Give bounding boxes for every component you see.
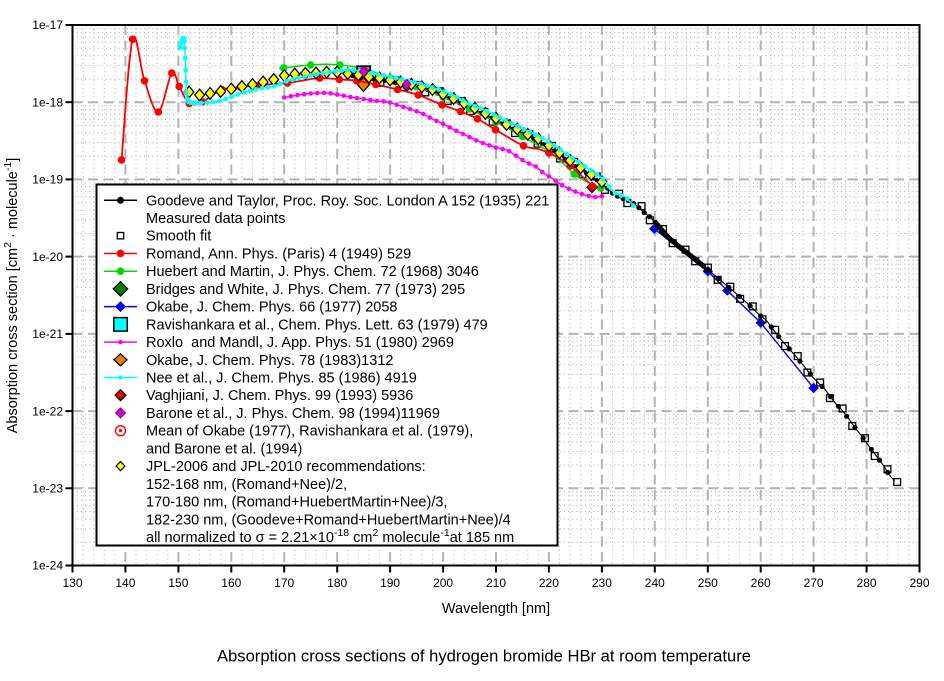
svg-text:Ravishankara et al., Chem. Phy: Ravishankara et al., Chem. Phys. Lett. 6…: [146, 317, 488, 333]
svg-text:240: 240: [645, 576, 665, 590]
svg-text:Barone et al., J. Phys. Chem.: Barone et al., J. Phys. Chem. 98 (1994)1…: [146, 406, 440, 422]
svg-text:130: 130: [62, 576, 82, 590]
svg-text:Goodeve and Taylor, Proc. Roy.: Goodeve and Taylor, Proc. Roy. Soc. Lond…: [146, 193, 549, 209]
svg-text:1e-18: 1e-18: [32, 95, 63, 109]
svg-text:190: 190: [380, 576, 400, 590]
svg-text:Okabe, J. Chem. Phys. 78 (1983: Okabe, J. Chem. Phys. 78 (1983)1312: [146, 353, 393, 369]
svg-text:Roxlo and Mandl, J. App. Phys: Roxlo and Mandl, J. App. Phys. 51 (1980)…: [146, 335, 454, 351]
svg-text:260: 260: [751, 576, 771, 590]
svg-text:152-168 nm, (Romand+Nee)/2,: 152-168 nm, (Romand+Nee)/2,: [146, 477, 347, 493]
svg-text:1e-19: 1e-19: [32, 173, 63, 187]
svg-text:and Barone et al. (1994): and Barone et al. (1994): [146, 441, 302, 457]
svg-text:Mean of Okabe (1977), Ravishan: Mean of Okabe (1977), Ravishankara et al…: [146, 424, 473, 440]
svg-text:170-180 nm, (Romand+HuebertMar: 170-180 nm, (Romand+HuebertMartin+Nee)/3…: [146, 495, 447, 511]
svg-text:250: 250: [698, 576, 718, 590]
svg-text:Wavelength [nm]: Wavelength [nm]: [442, 601, 550, 617]
svg-text:Absorption cross section [cm2: Absorption cross section [cm2 · molecule…: [2, 158, 21, 434]
svg-text:Nee et al., J. Chem. Phys. 85: Nee et al., J. Chem. Phys. 85 (1986) 491…: [146, 371, 417, 387]
svg-text:220: 220: [539, 576, 559, 590]
svg-text:270: 270: [804, 576, 824, 590]
svg-text:150: 150: [168, 576, 188, 590]
svg-text:Bridges and White, J. Phys. Ch: Bridges and White, J. Phys. Chem. 77 (19…: [146, 282, 465, 298]
svg-text:140: 140: [115, 576, 135, 590]
svg-text:230: 230: [592, 576, 612, 590]
svg-text:1e-24: 1e-24: [32, 559, 63, 573]
svg-text:JPL-2006 and JPL-2010 recommen: JPL-2006 and JPL-2010 recommendations:: [146, 459, 426, 475]
svg-text:all normalized to σ = 2.21×10-: all normalized to σ = 2.21×10-18 cm2 mol…: [146, 527, 514, 546]
svg-text:Romand, Ann. Phys. (Paris) 4 (: Romand, Ann. Phys. (Paris) 4 (1949) 529: [146, 247, 411, 263]
svg-text:280: 280: [857, 576, 877, 590]
svg-text:Measured data points: Measured data points: [146, 211, 285, 227]
svg-text:1e-22: 1e-22: [32, 404, 63, 418]
svg-text:Vaghjiani, J. Chem. Phys. 99 (: Vaghjiani, J. Chem. Phys. 99 (1993) 5936: [146, 388, 413, 404]
svg-text:1e-20: 1e-20: [32, 250, 63, 264]
svg-text:Huebert and Martin, J. Phys. C: Huebert and Martin, J. Phys. Chem. 72 (1…: [146, 264, 479, 280]
svg-text:182-230 nm, (Goodeve+Romand+Hu: 182-230 nm, (Goodeve+Romand+HuebertMarti…: [146, 512, 511, 528]
svg-text:290: 290: [909, 576, 929, 590]
svg-text:210: 210: [486, 576, 506, 590]
svg-text:1e-21: 1e-21: [32, 327, 63, 341]
svg-text:160: 160: [221, 576, 241, 590]
svg-text:Absorption cross sections of h: Absorption cross sections of hydrogen br…: [217, 647, 751, 666]
svg-text:Okabe, J. Chem. Phys. 66 (1977: Okabe, J. Chem. Phys. 66 (1977) 2058: [146, 300, 397, 316]
svg-text:Smooth fit: Smooth fit: [146, 229, 211, 245]
svg-text:1e-17: 1e-17: [32, 18, 63, 32]
svg-text:1e-23: 1e-23: [32, 482, 63, 496]
svg-text:180: 180: [327, 576, 347, 590]
svg-text:170: 170: [274, 576, 294, 590]
svg-text:200: 200: [433, 576, 453, 590]
